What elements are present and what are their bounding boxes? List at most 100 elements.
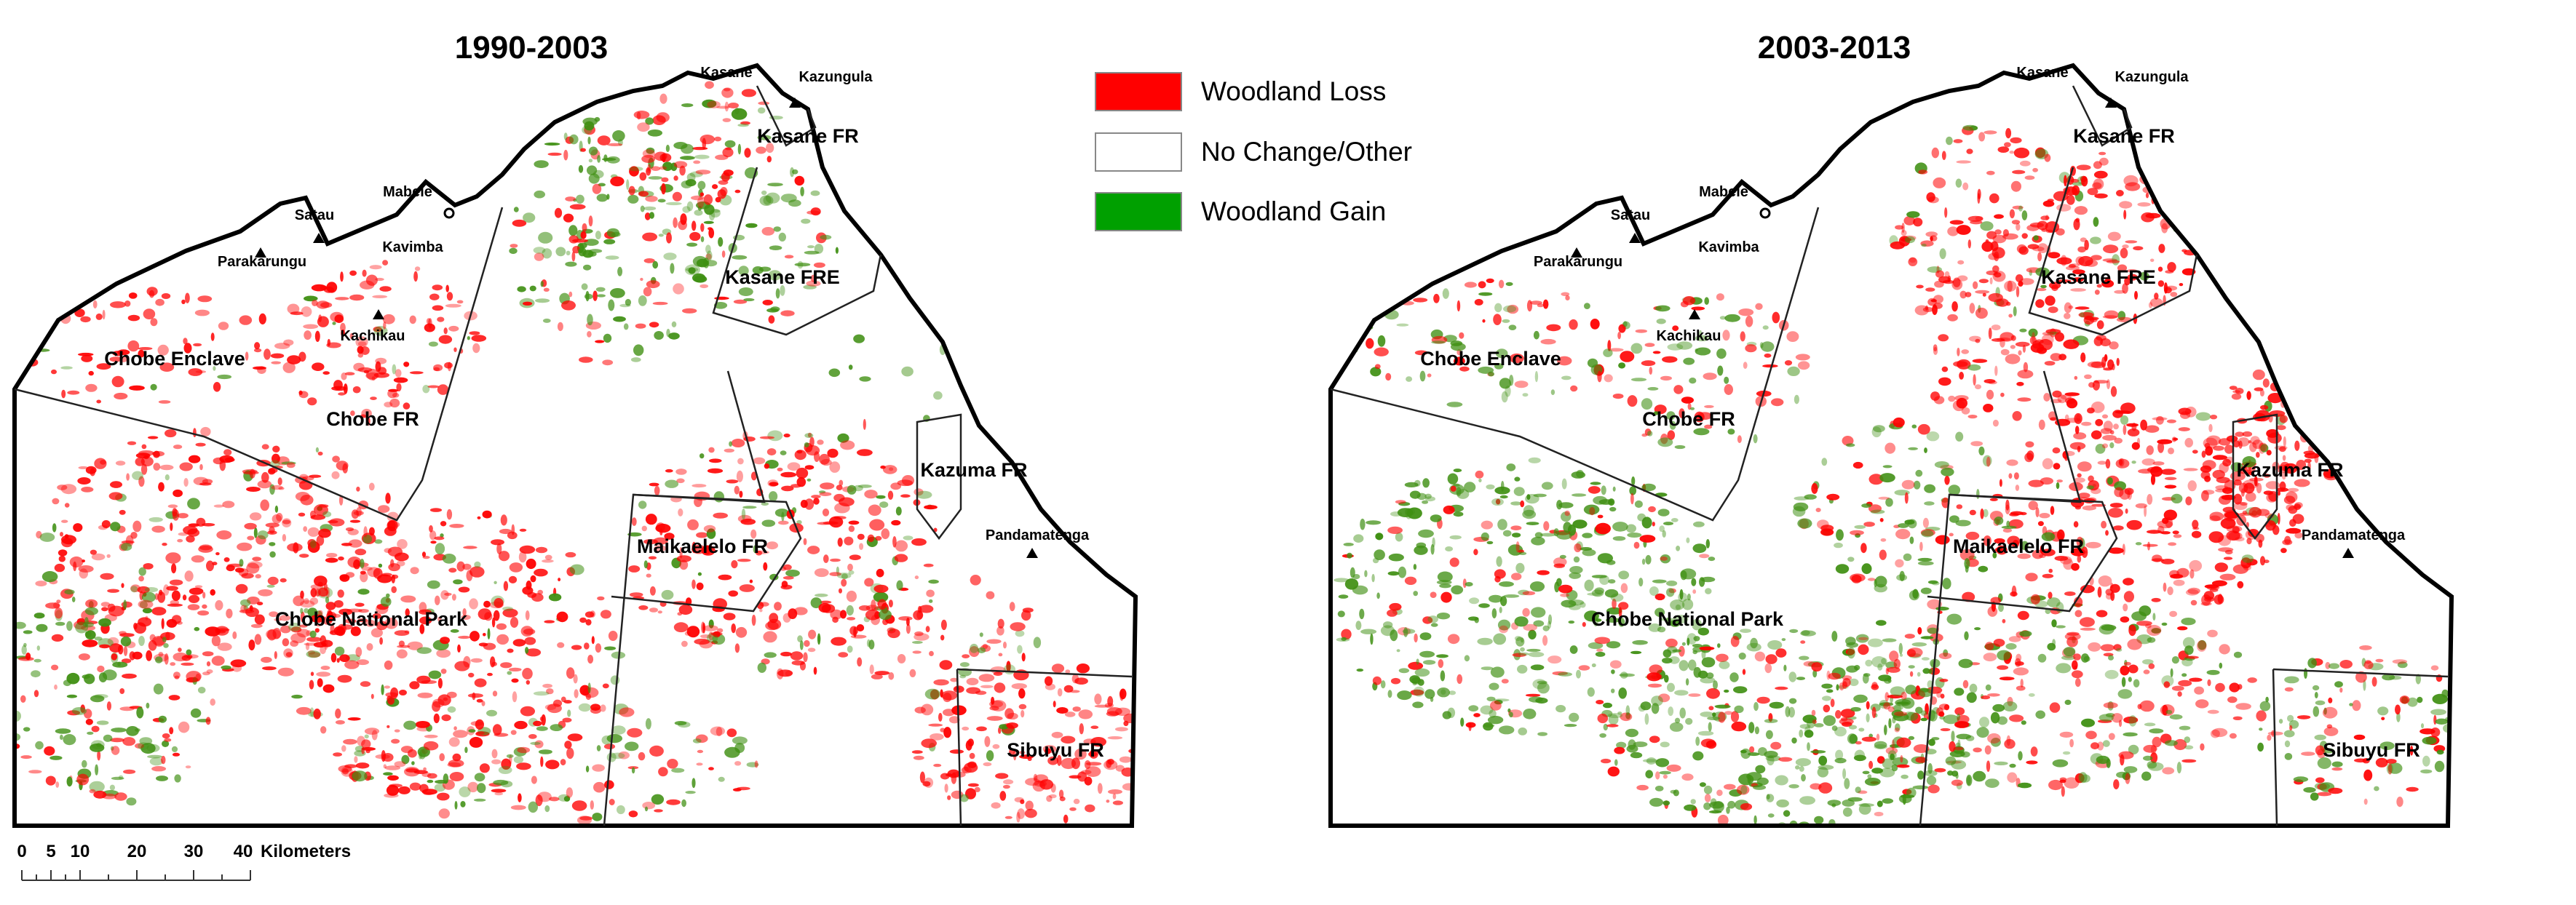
gain-pixel: [90, 740, 105, 749]
gain-pixel: [1631, 476, 1636, 486]
loss-pixel: [659, 166, 667, 170]
gain-pixel: [535, 298, 550, 303]
loss-pixel: [2050, 417, 2057, 421]
loss-pixel: [1655, 771, 1660, 780]
loss-pixel: [384, 793, 399, 798]
gain-pixel: [1486, 484, 1495, 490]
loss-pixel: [2168, 542, 2177, 546]
gain-pixel: [513, 207, 519, 212]
loss-pixel: [2176, 197, 2184, 203]
loss-pixel: [202, 651, 214, 657]
gain-pixel: [454, 801, 458, 810]
loss-pixel: [296, 706, 312, 715]
loss-pixel: [492, 690, 498, 697]
loss-pixel: [2123, 424, 2127, 436]
loss-pixel: [316, 300, 330, 309]
loss-pixel: [1565, 295, 1570, 300]
gain-pixel: [1453, 483, 1460, 487]
gain-pixel: [746, 762, 759, 768]
loss-pixel: [128, 292, 138, 299]
loss-pixel: [722, 147, 734, 158]
loss-pixel: [269, 611, 279, 618]
loss-pixel: [2218, 495, 2231, 505]
gain-pixel: [1494, 363, 1504, 370]
loss-pixel: [78, 466, 89, 469]
loss-pixel: [1941, 151, 1946, 160]
gain-pixel: [1912, 785, 1929, 790]
loss-pixel: [2252, 369, 2265, 380]
scale-unit-label: Kilometers: [261, 842, 351, 861]
loss-pixel: [437, 792, 450, 801]
loss-pixel: [2178, 407, 2192, 415]
loss-pixel: [2015, 485, 2020, 491]
loss-pixel: [700, 634, 712, 639]
gain-pixel: [459, 786, 471, 797]
loss-pixel: [940, 727, 946, 733]
gain-pixel: [1591, 663, 1596, 668]
gain-pixel: [2001, 525, 2017, 529]
gain-pixel: [1568, 621, 1575, 624]
loss-pixel: [2042, 200, 2055, 207]
gain-pixel: [1608, 579, 1616, 584]
loss-pixel: [1071, 757, 1080, 770]
loss-pixel: [2090, 487, 2101, 495]
gain-pixel: [767, 430, 783, 442]
gain-pixel: [1414, 668, 1430, 677]
gain-pixel: [33, 658, 41, 663]
loss-pixel: [438, 808, 450, 819]
loss-pixel: [2214, 562, 2228, 573]
gain-pixel: [2195, 412, 2211, 421]
loss-pixel: [734, 485, 740, 495]
gain-pixel: [803, 284, 817, 290]
loss-pixel: [2141, 212, 2155, 223]
loss-pixel: [404, 767, 420, 777]
loss-pixel: [2037, 521, 2044, 527]
loss-pixel: [345, 572, 355, 578]
loss-pixel: [2105, 530, 2109, 536]
gain-pixel: [1649, 797, 1663, 807]
loss-pixel: [590, 703, 601, 711]
gain-pixel: [828, 368, 841, 378]
gain-pixel: [1750, 637, 1758, 649]
loss-pixel: [162, 733, 170, 739]
loss-pixel: [1969, 303, 1975, 314]
loss-pixel: [468, 672, 475, 678]
gain-pixel: [1847, 733, 1858, 744]
loss-pixel: [667, 759, 678, 769]
gain-pixel: [1822, 695, 1831, 701]
loss-pixel: [1627, 395, 1638, 407]
loss-pixel: [470, 658, 483, 663]
loss-pixel: [1914, 305, 1929, 316]
loss-pixel: [2018, 350, 2022, 356]
place-label-kasane: Kasane: [700, 65, 752, 81]
loss-pixel: [2399, 695, 2410, 704]
gain-pixel: [1924, 447, 1927, 453]
loss-pixel: [1835, 710, 1842, 719]
loss-pixel: [2147, 159, 2155, 167]
loss-pixel: [1947, 314, 1958, 322]
gain-pixel: [1724, 376, 1729, 384]
loss-pixel: [549, 797, 560, 802]
loss-pixel: [2146, 445, 2154, 455]
loss-pixel: [2228, 531, 2243, 541]
region-label-chobe-national-park: Chobe National Park: [1591, 608, 1784, 630]
gain-pixel: [1547, 614, 1553, 625]
loss-pixel: [534, 740, 544, 749]
gain-pixel: [1582, 533, 1593, 538]
gain-pixel: [713, 302, 728, 309]
loss-pixel: [1855, 741, 1862, 745]
loss-pixel: [2025, 441, 2034, 448]
gain-pixel: [2081, 718, 2095, 727]
loss-pixel: [2185, 655, 2199, 659]
gain-pixel: [1653, 411, 1659, 415]
loss-pixel: [188, 368, 203, 376]
gain-pixel: [257, 530, 269, 540]
loss-pixel: [1860, 543, 1867, 554]
loss-pixel: [1108, 789, 1122, 794]
loss-pixel: [890, 482, 902, 490]
loss-pixel: [1996, 337, 2011, 341]
scale-tick-label: 40: [234, 842, 253, 861]
loss-pixel: [2114, 487, 2124, 498]
loss-pixel: [2113, 779, 2120, 790]
loss-pixel: [258, 313, 266, 324]
